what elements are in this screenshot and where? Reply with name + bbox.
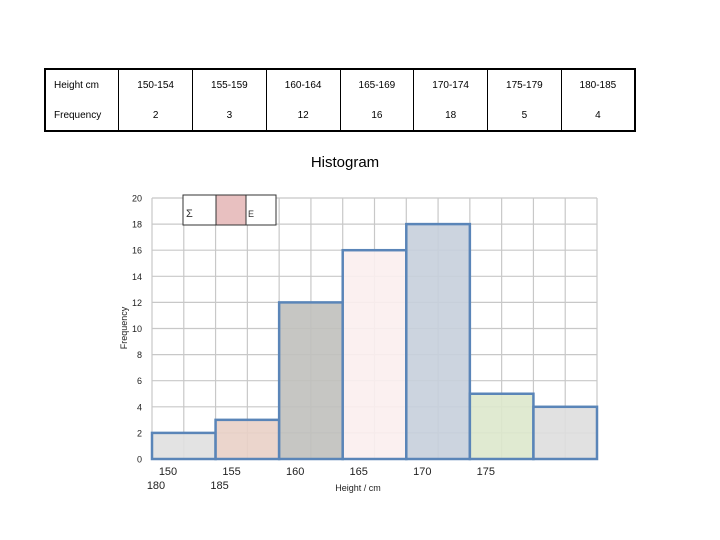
y-tick-label: 14 (132, 272, 142, 282)
legend-glyph: Ε (248, 209, 254, 219)
x-tick-label: 155 185 (210, 466, 240, 492)
legend-swatch (215, 194, 247, 226)
table-cell: 16 (339, 100, 414, 131)
table-cell: 150-154 (118, 69, 193, 100)
table-cell: 165-169 (339, 69, 414, 100)
table-cell: 18 (413, 100, 488, 131)
legend-glyph: Σ (186, 208, 193, 220)
x-tick-label: 160 (286, 466, 304, 478)
y-axis-title: Frequency (119, 306, 129, 349)
table-row: Frequency 2 3 12 16 18 5 4 (45, 100, 635, 131)
y-tick-label: 4 (137, 402, 142, 412)
y-tick-label: 12 (132, 298, 142, 308)
table-cell: 180-185 (560, 69, 635, 100)
y-tick-label: 0 (137, 455, 142, 465)
x-tick-label: 150 180 (147, 466, 177, 492)
chart-title: Histogram (310, 154, 380, 171)
histogram-bar (150, 431, 217, 461)
histogram-bar (341, 248, 408, 461)
y-tick-label: 8 (137, 350, 142, 360)
histogram-bar (468, 392, 535, 461)
table-cell: 2 (118, 100, 193, 131)
x-tick-label: 165 (350, 466, 368, 478)
table-cell: 170-174 (413, 69, 488, 100)
x-tick-label: 175 (477, 466, 495, 478)
x-axis-title: Height / cm (335, 483, 381, 493)
x-tick-label: 170 (413, 466, 431, 478)
histogram-bar (405, 222, 472, 461)
table-cell: 3 (192, 100, 267, 131)
y-tick-label: 18 (132, 220, 142, 230)
row-label: Height cm (54, 79, 100, 91)
y-tick-label: 10 (132, 324, 142, 334)
table-cell: 4 (560, 100, 635, 131)
histogram-bar (277, 301, 344, 461)
histogram-bar (214, 418, 281, 461)
table-cell: 5 (487, 100, 562, 131)
histogram-bar (532, 405, 599, 461)
frequency-table: Height cm 150-154 155-159 160-164 165-169 170… (44, 68, 636, 132)
y-tick-label: 6 (137, 376, 142, 386)
row-label: Frequency (54, 109, 102, 121)
y-tick-label: 2 (137, 428, 142, 438)
table-cell: 12 (265, 100, 340, 131)
table-row: Height cm 150-154 155-159 160-164 165-169 170… (45, 69, 635, 100)
y-tick-label: 16 (132, 246, 142, 256)
table-cell: 155-159 (192, 69, 267, 100)
y-tick-label: 20 (132, 194, 142, 204)
table-cell: 160-164 (265, 69, 340, 100)
table-cell: 175-179 (487, 69, 562, 100)
